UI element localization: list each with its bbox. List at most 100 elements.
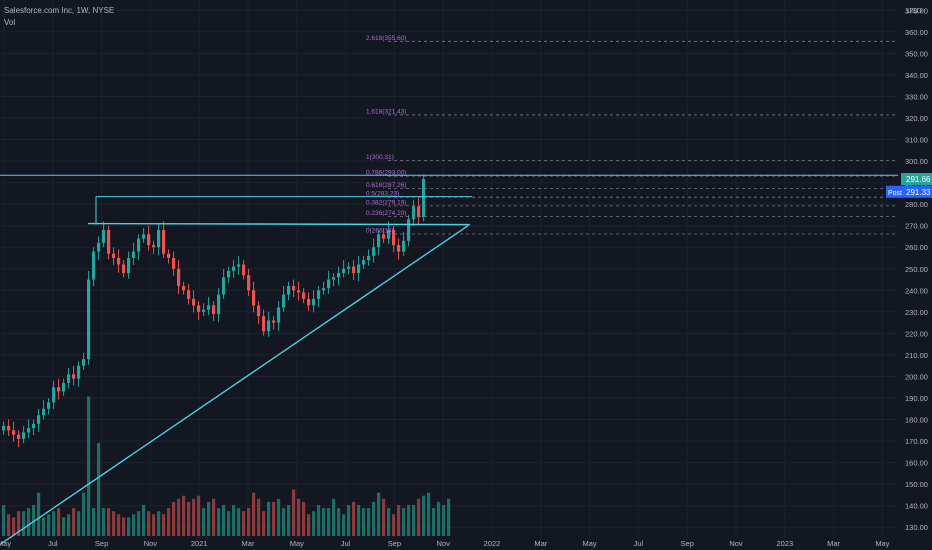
candle-body [227, 270, 231, 278]
volume-bar [202, 508, 206, 536]
y-tick-label: 160.00 [905, 459, 928, 468]
candle-body [92, 251, 96, 280]
candle-body [362, 260, 366, 265]
volume-bar [352, 501, 356, 536]
candle-body [402, 240, 406, 252]
candle-body [187, 290, 191, 299]
resistance-line [87, 222, 471, 226]
y-tick-label: 210.00 [905, 351, 928, 360]
candle-body [157, 230, 161, 248]
y-tick-label: 200.00 [905, 372, 928, 381]
candle-body [422, 179, 426, 218]
volume-bar [357, 505, 361, 536]
candle-body [102, 230, 106, 243]
candle-body [352, 266, 356, 274]
volume-bar [177, 498, 181, 536]
candle-body [77, 365, 81, 379]
volume-bar [302, 501, 306, 536]
volume-bar [117, 514, 121, 536]
candle-body [172, 258, 176, 269]
candle-body [347, 266, 351, 269]
volume-bar [277, 498, 281, 536]
candle-body [372, 247, 376, 256]
volume-bar [107, 508, 111, 536]
post-price-text: 291.33 [906, 188, 931, 197]
symbol-title[interactable]: Salesforce.com Inc, 1W, NYSE [4, 6, 115, 15]
candle-body [302, 292, 306, 299]
volume-bar [192, 498, 196, 536]
candle-body [37, 415, 41, 424]
candle-body [327, 279, 331, 289]
volume-bar [417, 498, 421, 536]
candle-body [82, 359, 86, 366]
x-tick-label: 2022 [484, 539, 501, 548]
volume-bar [112, 511, 116, 536]
candle-body [332, 277, 336, 280]
candle-body [22, 432, 26, 439]
volume-bar [282, 508, 286, 536]
x-tick-label: Sep [95, 539, 108, 548]
volume-bar [242, 511, 246, 536]
y-tick-label: 190.00 [905, 394, 928, 403]
volume-bar [262, 511, 266, 536]
x-tick-label: Nov [437, 539, 451, 548]
fib-label: 1.618(321.43) [366, 108, 406, 115]
candle-body [307, 298, 311, 306]
x-tick-label: May [0, 539, 11, 548]
y-tick-label: 370.00 [905, 6, 928, 15]
volume-bar [92, 508, 96, 536]
volume-bar [397, 505, 401, 536]
y-tick-label: 150.00 [905, 480, 928, 489]
x-tick-label: Mar [534, 539, 547, 548]
y-tick-label: 310.00 [905, 136, 928, 145]
y-tick-label: 300.00 [905, 157, 928, 166]
volume-bar [432, 508, 436, 536]
x-tick-label: Sep [388, 539, 401, 548]
candle-body [217, 294, 221, 314]
time-axis[interactable]: May Jul Sep Nov 2021 Mar May Jul Sep Nov 2022 Mar Ma… [0, 539, 890, 548]
candle-body [57, 387, 61, 392]
candle-body [382, 234, 386, 239]
candle-body [262, 316, 266, 332]
x-tick-label: Sep [681, 539, 694, 548]
candle-body [177, 268, 181, 286]
volume-bar [227, 511, 231, 536]
volume-bar [62, 517, 66, 536]
y-tick-label: 280.00 [905, 200, 928, 209]
volume-bar [407, 505, 411, 536]
candle-body [97, 242, 101, 252]
last-price-badge [901, 173, 932, 186]
y-tick-label: 130.00 [905, 523, 928, 532]
y-tick-label: 270.00 [905, 222, 928, 231]
volume-bar [7, 514, 11, 536]
volume-bar [252, 492, 256, 536]
post-label-badge [886, 185, 902, 198]
volume-bar [77, 511, 81, 536]
candle-body [407, 219, 411, 241]
candle-body [417, 206, 421, 218]
candle-body [237, 264, 241, 267]
y-tick-label: 180.00 [905, 416, 928, 425]
volume-bar [197, 495, 201, 536]
candle-body [87, 279, 91, 360]
y-tick-label: 320.00 [905, 114, 928, 123]
candle-body [207, 305, 211, 310]
volume-bar [392, 514, 396, 536]
last-price-text: 291.66 [906, 175, 931, 184]
y-tick-label: 230.00 [905, 308, 928, 317]
candle-body [127, 258, 131, 274]
candle-body [192, 298, 196, 306]
candle-body [337, 273, 341, 278]
candle-body [322, 288, 326, 291]
volume-bar [87, 396, 91, 536]
y-tick-label: 240.00 [905, 286, 928, 295]
volume-bar [217, 508, 221, 536]
volume-bar [122, 517, 126, 536]
volume-bar [12, 517, 16, 536]
volume-bar [362, 508, 366, 536]
volume-bar [172, 501, 176, 536]
x-tick-label: May [290, 539, 304, 548]
volume-bar [37, 492, 41, 536]
